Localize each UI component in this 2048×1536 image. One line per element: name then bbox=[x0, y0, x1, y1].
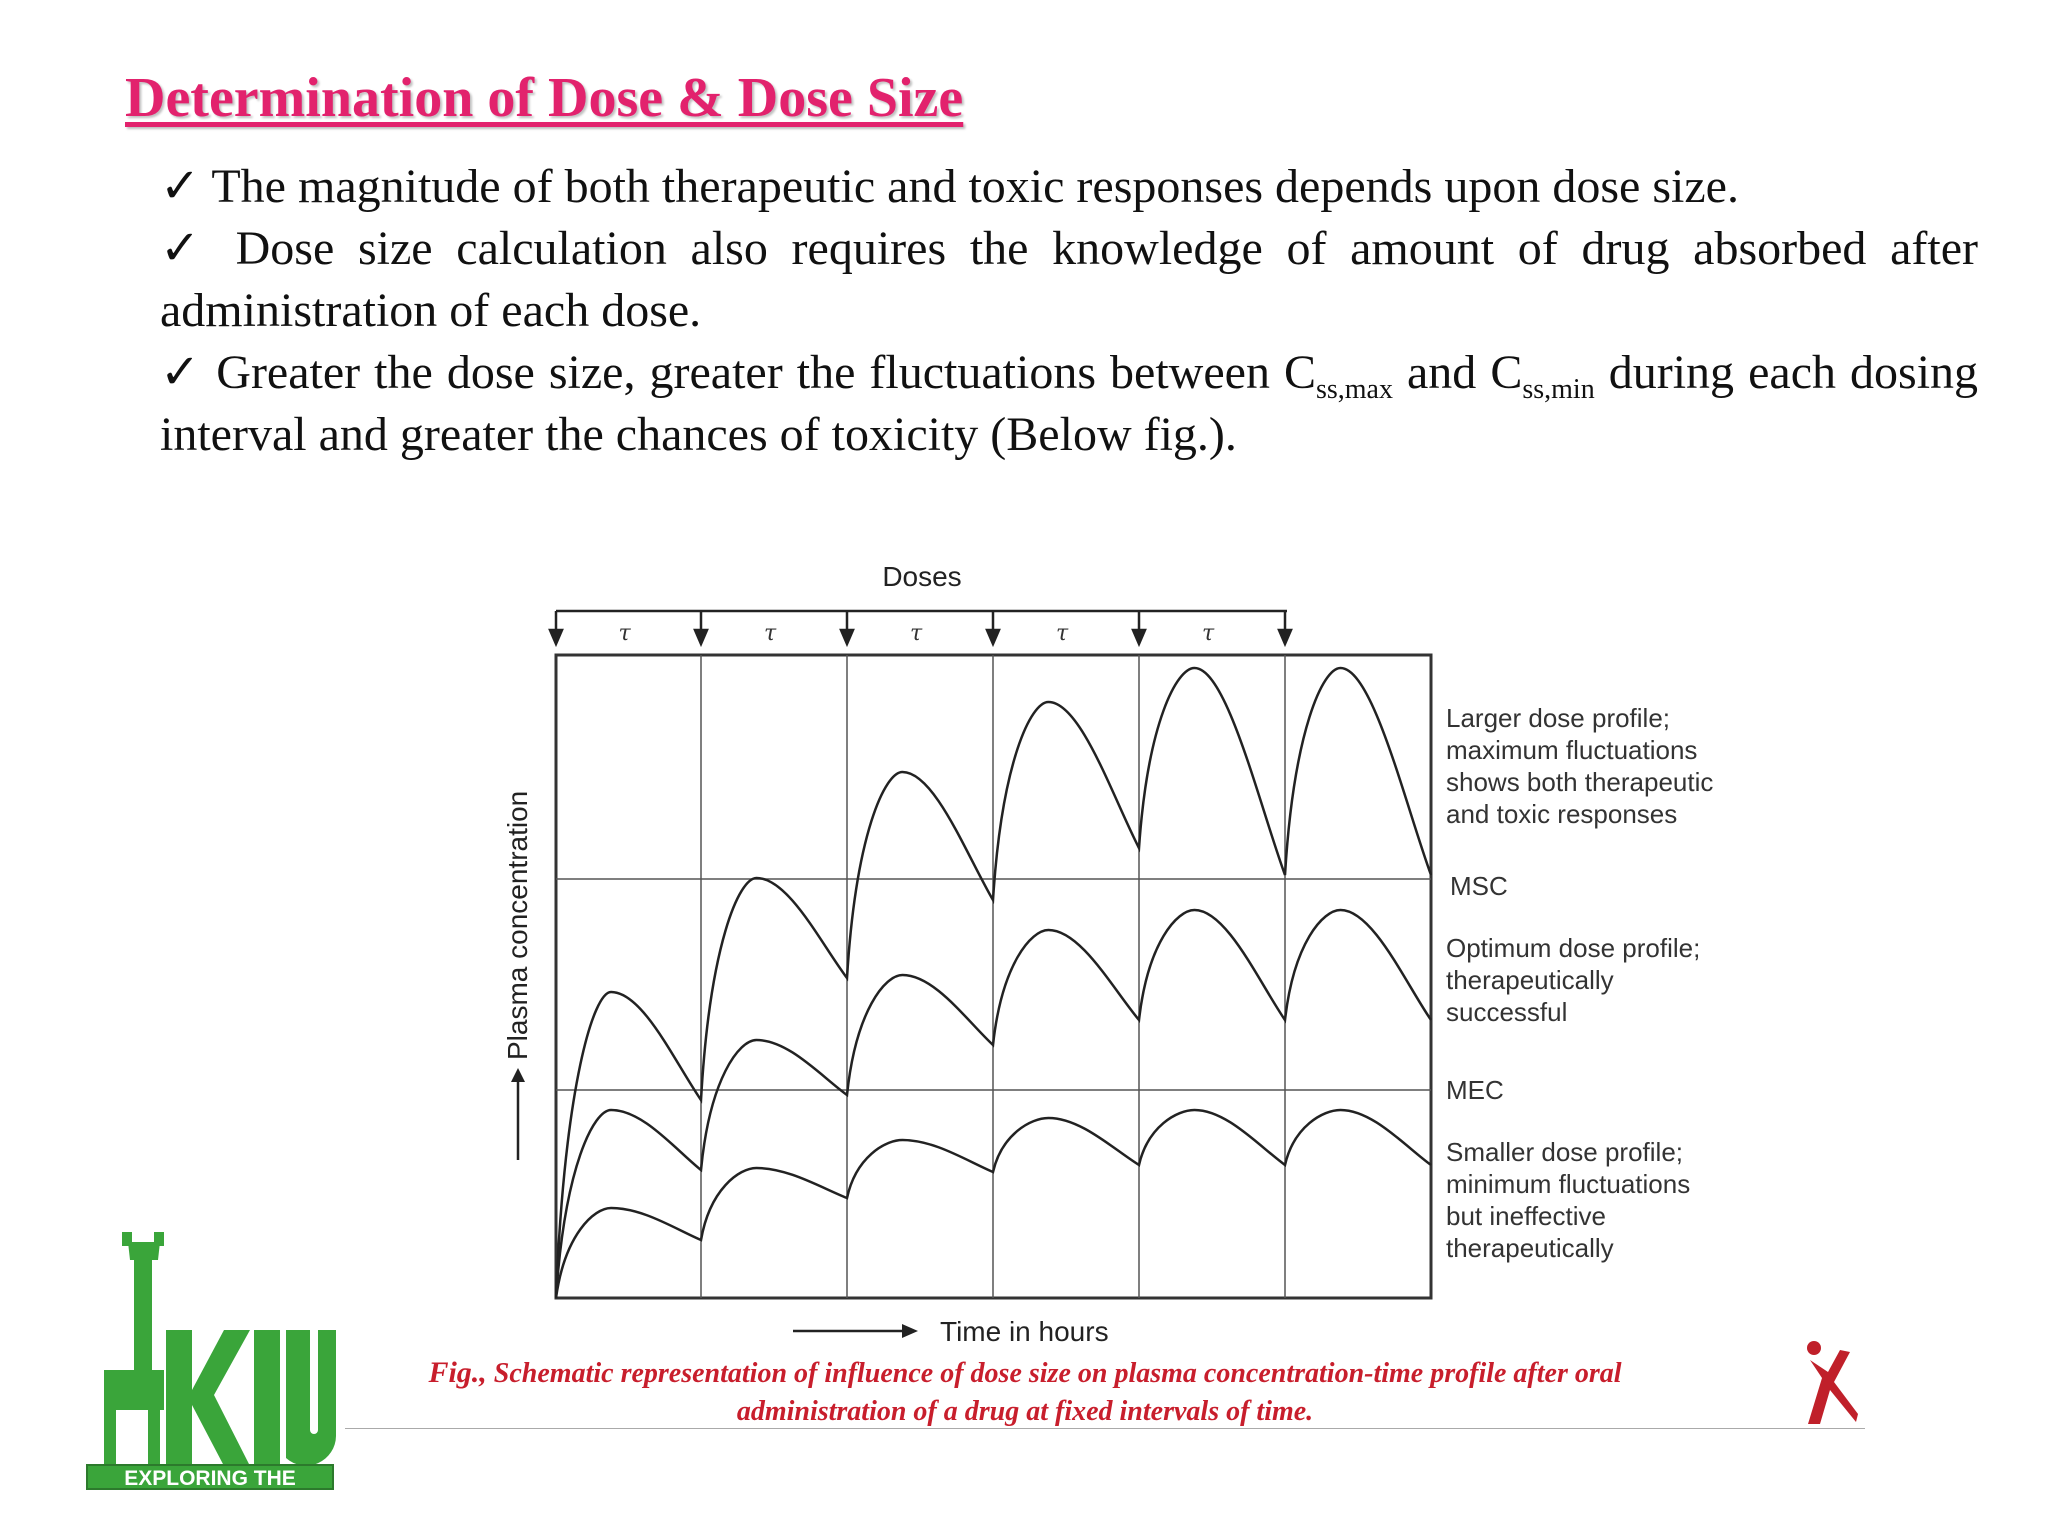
doses-label: Doses bbox=[882, 561, 961, 592]
y-axis-label: Plasma concentration bbox=[502, 791, 533, 1060]
tau-label: τ bbox=[910, 621, 923, 646]
x-axis-arrow-icon bbox=[793, 1324, 918, 1338]
tau-label: τ bbox=[1056, 621, 1069, 646]
bullet-item: ✓ The magnitude of both therapeutic and … bbox=[160, 160, 1739, 213]
svg-text:therapeutically: therapeutically bbox=[1446, 1233, 1614, 1263]
dose-arrow-head bbox=[1277, 628, 1293, 648]
slide-title: Determination of Dose & Dose Size bbox=[125, 67, 964, 129]
svg-text:minimum fluctuations: minimum fluctuations bbox=[1446, 1169, 1690, 1199]
footer-rule bbox=[345, 1428, 1865, 1429]
kiu-logo bbox=[104, 1232, 336, 1466]
larger-dose-label: Larger dose profile; bbox=[1446, 703, 1670, 733]
tau-label: τ bbox=[764, 621, 777, 646]
y-axis-arrow-icon bbox=[511, 1068, 525, 1160]
mec-label: MEC bbox=[1446, 1075, 1504, 1105]
larger-dose-curve bbox=[554, 666, 1433, 1299]
svg-text:maximum fluctuations: maximum fluctuations bbox=[1446, 735, 1697, 765]
tau-label: τ bbox=[1202, 621, 1215, 646]
check-icon: ✓ bbox=[160, 160, 201, 213]
logo-tagline: EXPLORING THE HEIGHTS bbox=[86, 1464, 334, 1516]
msc-label: MSC bbox=[1450, 871, 1508, 901]
bullet-item: ✓ Dose size calculation also requires th… bbox=[160, 222, 1979, 337]
check-icon: ✓ bbox=[160, 346, 203, 399]
check-icon: ✓ bbox=[160, 222, 212, 275]
smaller-dose-label: Smaller dose profile; bbox=[1446, 1137, 1683, 1167]
dose-arrow-head bbox=[548, 628, 564, 648]
svg-text:shows both therapeutic: shows both therapeutic bbox=[1446, 767, 1713, 797]
optimum-dose-curve bbox=[554, 908, 1433, 1299]
dose-arrow-head bbox=[693, 628, 709, 648]
dose-arrow-head bbox=[839, 628, 855, 648]
dose-arrows bbox=[548, 609, 1293, 648]
bullet-list: ✓ The magnitude of both therapeutic and … bbox=[160, 156, 1978, 466]
svg-text:therapeutically: therapeutically bbox=[1446, 965, 1614, 995]
optimum-dose-label: Optimum dose profile; bbox=[1446, 933, 1700, 963]
bullet-item: ✓ Greater the dose size, greater the flu… bbox=[160, 346, 1979, 461]
figure-caption: Fig., Schematic representation of influe… bbox=[428, 1356, 1622, 1427]
running-figure-icon bbox=[1807, 1341, 1858, 1424]
tau-label: τ bbox=[619, 621, 632, 646]
dose-arrow-head bbox=[985, 628, 1001, 648]
svg-text:successful: successful bbox=[1446, 997, 1567, 1027]
svg-text:and toxic responses: and toxic responses bbox=[1446, 799, 1677, 829]
dose-arrow-head bbox=[1131, 628, 1147, 648]
smaller-dose-curve bbox=[554, 1108, 1432, 1299]
svg-text:but ineffective: but ineffective bbox=[1446, 1201, 1606, 1231]
interval-gridlines bbox=[700, 655, 1286, 1298]
x-axis-label: Time in hours bbox=[940, 1316, 1109, 1347]
